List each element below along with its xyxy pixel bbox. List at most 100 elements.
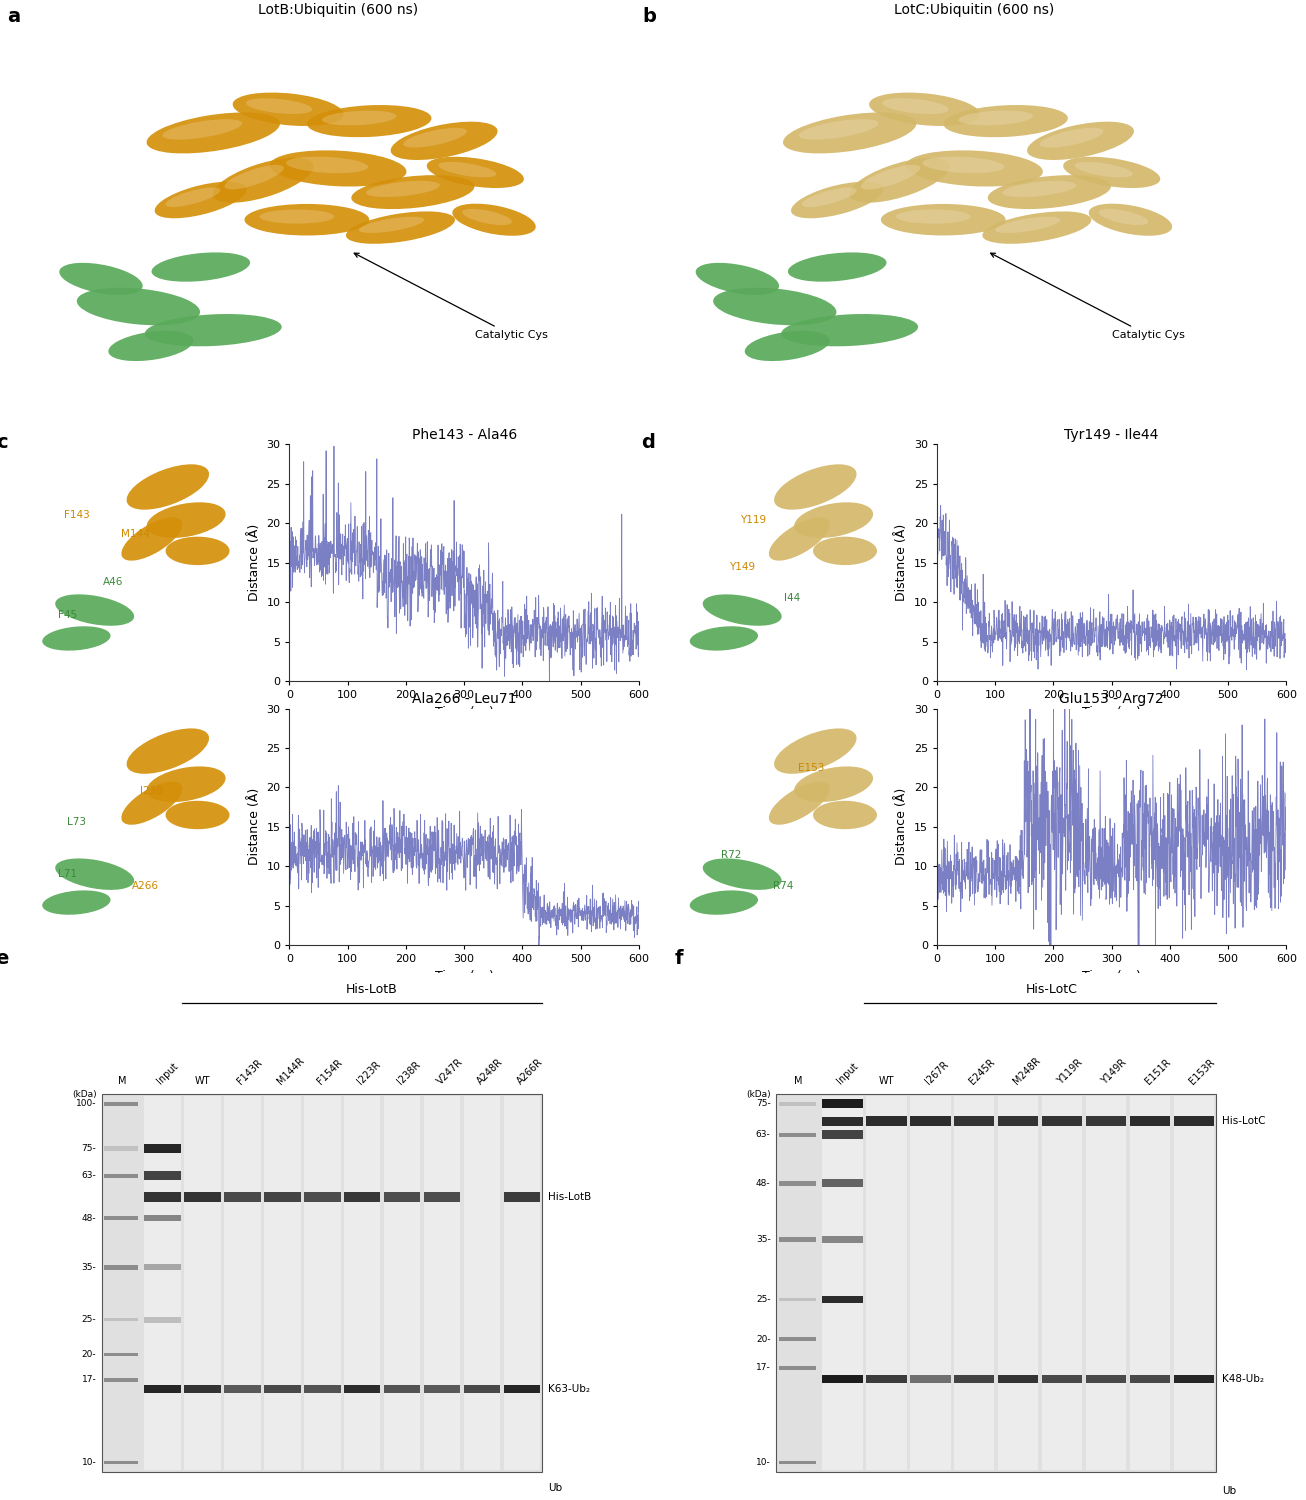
Bar xyxy=(464,1484,500,1491)
Ellipse shape xyxy=(791,182,883,219)
Bar xyxy=(1174,1374,1215,1383)
Ellipse shape xyxy=(162,118,242,140)
Bar xyxy=(1042,1488,1083,1496)
Bar xyxy=(504,1192,541,1202)
Title: LotC:Ubiquitin (600 ns): LotC:Ubiquitin (600 ns) xyxy=(895,3,1054,16)
Text: 25-: 25- xyxy=(756,1294,771,1304)
Text: 48-: 48- xyxy=(756,1179,771,1188)
Ellipse shape xyxy=(896,210,970,224)
Bar xyxy=(998,1096,1038,1470)
Bar xyxy=(144,1192,180,1202)
Text: 75-: 75- xyxy=(82,1144,97,1154)
Title: LotB:Ubiquitin (600 ns): LotB:Ubiquitin (600 ns) xyxy=(259,3,418,16)
Ellipse shape xyxy=(59,262,142,296)
Ellipse shape xyxy=(166,188,221,207)
Text: 17-: 17- xyxy=(82,1376,97,1384)
Bar xyxy=(343,1096,380,1470)
X-axis label: Time (ns): Time (ns) xyxy=(435,970,494,982)
Bar xyxy=(778,1180,816,1185)
Ellipse shape xyxy=(1040,128,1104,147)
Ellipse shape xyxy=(784,112,917,153)
Bar xyxy=(1085,1374,1126,1383)
Text: 25-: 25- xyxy=(82,1316,97,1324)
Bar xyxy=(102,1094,542,1473)
Text: Y119: Y119 xyxy=(741,514,767,525)
Ellipse shape xyxy=(246,98,312,114)
Text: K48-Ub₂: K48-Ub₂ xyxy=(1222,1374,1264,1383)
Text: A248R: A248R xyxy=(475,1056,504,1086)
Text: Catalytic Cys: Catalytic Cys xyxy=(354,254,549,340)
Bar xyxy=(866,1488,906,1496)
Text: E153: E153 xyxy=(798,762,824,772)
Ellipse shape xyxy=(146,766,226,802)
Text: 63-: 63- xyxy=(82,1172,97,1180)
Text: I223R: I223R xyxy=(355,1059,383,1086)
Ellipse shape xyxy=(323,111,397,126)
Ellipse shape xyxy=(880,204,1006,236)
Bar xyxy=(304,1484,341,1491)
Ellipse shape xyxy=(359,216,424,232)
Bar xyxy=(823,1236,862,1244)
Bar xyxy=(778,1338,816,1341)
Bar xyxy=(423,1384,461,1394)
Ellipse shape xyxy=(696,262,780,296)
Bar xyxy=(1130,1096,1170,1470)
Bar xyxy=(778,1101,816,1106)
Ellipse shape xyxy=(1089,204,1173,236)
Text: I238R: I238R xyxy=(394,1059,422,1086)
Text: His-LotC: His-LotC xyxy=(1222,1116,1266,1126)
Bar xyxy=(384,1192,421,1202)
Ellipse shape xyxy=(774,465,857,510)
Text: E245R: E245R xyxy=(968,1058,996,1086)
Ellipse shape xyxy=(390,122,498,160)
Bar xyxy=(778,1238,816,1242)
Bar xyxy=(823,1296,862,1304)
Ellipse shape xyxy=(788,252,887,282)
Bar xyxy=(223,1096,261,1470)
Bar xyxy=(343,1192,380,1202)
Bar xyxy=(104,1146,138,1150)
Text: A266R: A266R xyxy=(515,1056,545,1086)
Text: 17-: 17- xyxy=(756,1364,771,1372)
Text: 20-: 20- xyxy=(756,1335,771,1344)
Ellipse shape xyxy=(744,332,829,362)
Text: V247R: V247R xyxy=(435,1056,465,1086)
Y-axis label: Distance (Å): Distance (Å) xyxy=(248,524,261,602)
Bar xyxy=(144,1264,180,1270)
Ellipse shape xyxy=(127,465,209,510)
X-axis label: Time (ns): Time (ns) xyxy=(1083,705,1141,718)
Ellipse shape xyxy=(1063,156,1160,188)
Text: R72: R72 xyxy=(721,850,741,859)
Title: Tyr149 - Ile44: Tyr149 - Ile44 xyxy=(1064,427,1158,442)
Text: Ub: Ub xyxy=(547,1482,562,1492)
Ellipse shape xyxy=(814,537,878,566)
Text: WT: WT xyxy=(195,1076,210,1086)
X-axis label: Time (ns): Time (ns) xyxy=(1083,970,1141,982)
Bar xyxy=(955,1096,994,1470)
Text: c: c xyxy=(0,432,8,451)
Bar xyxy=(910,1096,951,1470)
Text: M: M xyxy=(118,1076,127,1086)
Ellipse shape xyxy=(146,503,226,538)
Text: A46: A46 xyxy=(103,576,123,586)
Ellipse shape xyxy=(121,782,183,825)
Bar xyxy=(184,1484,221,1491)
Bar xyxy=(823,1374,862,1383)
Ellipse shape xyxy=(307,105,431,136)
Text: Y149R: Y149R xyxy=(1100,1058,1128,1086)
Ellipse shape xyxy=(849,158,949,203)
Bar xyxy=(384,1096,421,1470)
Bar xyxy=(866,1374,906,1383)
Text: b: b xyxy=(643,6,657,26)
Bar xyxy=(777,1094,1216,1473)
Bar xyxy=(223,1484,261,1491)
Ellipse shape xyxy=(987,176,1111,208)
Text: Y149: Y149 xyxy=(729,562,755,573)
Bar xyxy=(104,1216,138,1221)
Title: Ala266 - Leu71: Ala266 - Leu71 xyxy=(411,692,516,706)
Ellipse shape xyxy=(1098,209,1148,225)
Bar xyxy=(998,1374,1038,1383)
Ellipse shape xyxy=(906,150,1043,186)
Text: F45: F45 xyxy=(57,610,77,620)
Ellipse shape xyxy=(351,176,474,208)
